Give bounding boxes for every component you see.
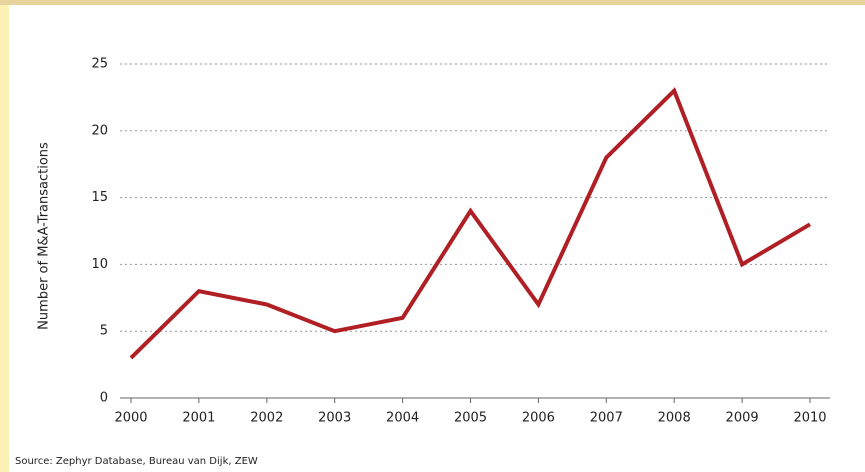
y-tick-label: 5 <box>100 324 108 339</box>
x-tick-label: 2010 <box>793 411 826 426</box>
x-tick-label: 2000 <box>114 411 147 426</box>
x-tick-label: 2003 <box>318 411 351 426</box>
x-tick-label: 2007 <box>590 411 623 426</box>
y-tick-label: 0 <box>100 391 108 406</box>
y-axis-label: Number of M&A-Transactions <box>37 142 52 330</box>
x-tick-label: 2002 <box>250 411 283 426</box>
source-note: Source: Zephyr Database, Bureau van Dijk… <box>15 456 258 467</box>
x-tick-label: 2001 <box>182 411 215 426</box>
y-tick-label: 20 <box>91 123 108 138</box>
x-tick-label: 2005 <box>454 411 487 426</box>
x-tick-label: 2009 <box>726 411 759 426</box>
x-tick-label: 2004 <box>386 411 419 426</box>
left-stripe <box>0 0 9 472</box>
y-tick-label: 10 <box>91 257 108 272</box>
x-tick-label: 2008 <box>658 411 691 426</box>
x-tick-label: 2006 <box>522 411 555 426</box>
y-tick-label: 25 <box>91 57 108 72</box>
data-line <box>129 87 812 360</box>
y-tick-label: 15 <box>91 190 108 205</box>
top-border <box>0 0 865 5</box>
